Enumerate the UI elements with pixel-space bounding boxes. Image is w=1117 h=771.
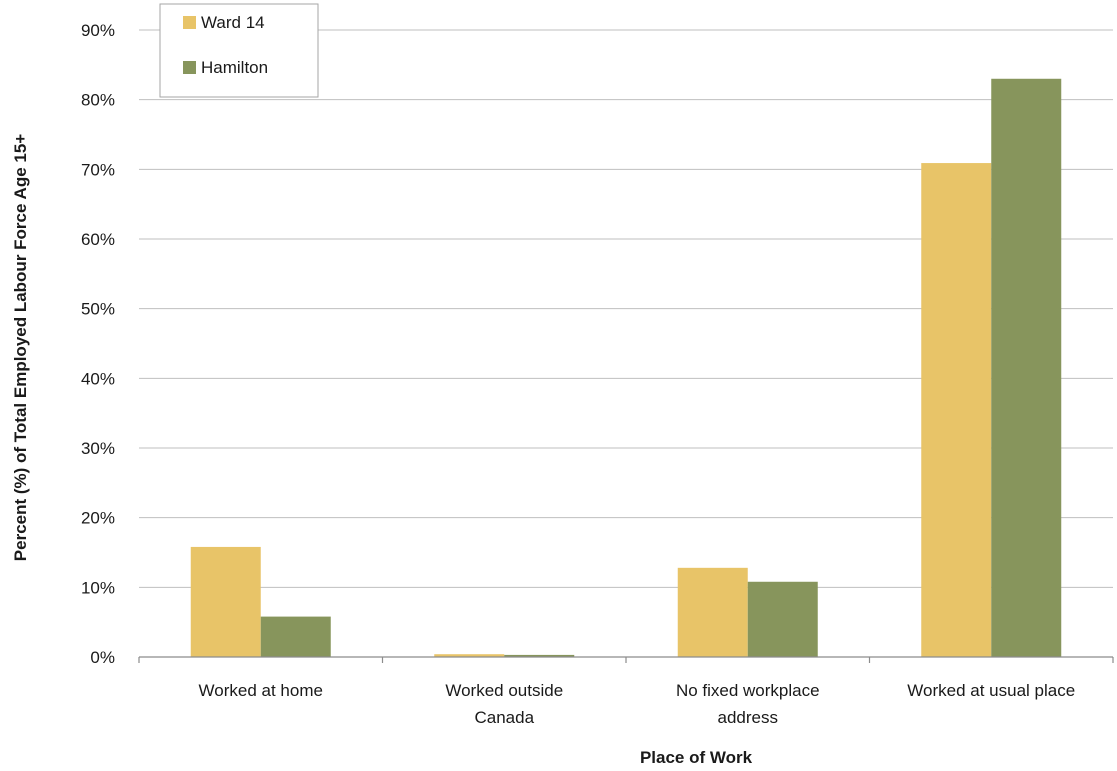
- x-category-label: address: [718, 708, 778, 727]
- y-tick-label: 70%: [81, 160, 115, 179]
- y-tick-label: 40%: [81, 369, 115, 388]
- x-category-label: Worked at home: [199, 681, 323, 700]
- gridlines: [139, 29, 1113, 588]
- x-category-label: Worked outside: [445, 681, 563, 700]
- legend: Ward 14 Hamilton: [159, 3, 319, 98]
- bar-ward-14: [190, 546, 261, 657]
- legend-label: Hamilton: [201, 58, 268, 77]
- y-tick-label: 20%: [81, 509, 115, 528]
- y-tick-label: 60%: [81, 230, 115, 249]
- bar-ward-14: [921, 163, 992, 657]
- y-tick-label: 0%: [90, 648, 115, 667]
- bars: [190, 78, 1062, 658]
- y-tick-label: 80%: [81, 91, 115, 110]
- y-tick-labels: 0% 10% 20% 30% 40% 50% 60% 70% 80% 90%: [81, 21, 115, 667]
- bar-ward-14: [434, 654, 505, 657]
- y-tick-label: 90%: [81, 21, 115, 40]
- legend-label: Ward 14: [201, 13, 265, 32]
- x-category-label: Canada: [474, 708, 534, 727]
- y-tick-label: 10%: [81, 578, 115, 597]
- bar-hamilton: [504, 654, 575, 657]
- legend-swatch: [183, 61, 196, 74]
- bar-hamilton: [747, 581, 818, 657]
- bar-hamilton: [260, 616, 331, 657]
- x-category-label: No fixed workplace: [676, 681, 820, 700]
- legend-swatch: [183, 16, 196, 29]
- x-axis-title: Place of Work: [640, 748, 753, 767]
- bar-ward-14: [677, 567, 748, 657]
- y-axis-title: Percent (%) of Total Employed Labour For…: [11, 134, 30, 562]
- x-category-labels: Worked at home Worked outside Canada No fix…: [199, 681, 1076, 727]
- axes: [138, 656, 1114, 663]
- y-tick-label: 50%: [81, 300, 115, 319]
- y-tick-label: 30%: [81, 439, 115, 458]
- x-category-label: Worked at usual place: [907, 681, 1075, 700]
- bar-hamilton: [991, 78, 1062, 658]
